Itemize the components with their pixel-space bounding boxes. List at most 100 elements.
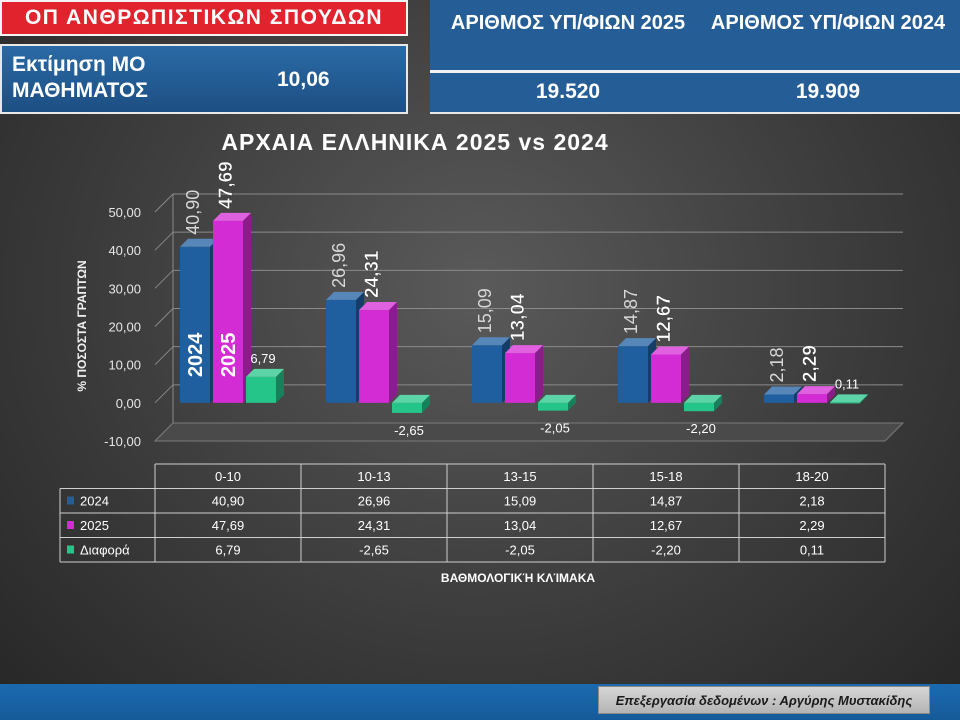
x-tick-label: 18-20	[795, 469, 828, 484]
bar	[359, 310, 389, 403]
bar-side	[568, 394, 576, 411]
count-2025-value: 19.520	[535, 80, 601, 103]
table-cell: -2,20	[651, 543, 681, 558]
bar-top	[180, 238, 218, 247]
table-cell: 12,67	[650, 518, 683, 533]
bar-top	[392, 394, 430, 403]
bar-inner-label: 2025	[218, 333, 240, 378]
table-cell: -2,05	[505, 543, 535, 558]
bar	[797, 394, 827, 403]
data-label: 26,96	[329, 243, 349, 288]
legend-swatch	[67, 545, 74, 554]
gridline-side	[154, 384, 174, 404]
x-tick-label: 13-15	[503, 469, 536, 484]
data-label: 40,90	[183, 190, 203, 235]
bar-top	[618, 338, 656, 347]
bar-side	[243, 212, 251, 403]
y-axis-label: % ΠΟΣΟΣΤΑ ΓΡΑΠΤΩΝ	[75, 260, 89, 391]
y-tick-label: 30,00	[108, 281, 141, 296]
data-label: 13,04	[508, 293, 529, 341]
program-banner: ΟΠ ΑΝΘΡΩΠΙΣΤΙΚΩΝ ΣΠΟΥΔΩΝ	[0, 0, 408, 36]
chart-title: ΑΡΧΑΙΑ ΕΛΛΗΝΙΚΑ 2025 vs 2024	[221, 129, 608, 155]
estimate-panel: Εκτίμηση ΜΟ ΜΑΘΗΜΑΤΟΣ 10,06	[0, 44, 408, 114]
y-tick-label: 20,00	[108, 320, 141, 335]
data-label: -2,05	[540, 421, 570, 436]
bar-top	[246, 368, 284, 377]
y-tick-label: 10,00	[108, 358, 141, 373]
data-label: 6,79	[250, 351, 275, 366]
bar-side	[422, 394, 430, 413]
bar-side	[714, 394, 722, 412]
estimate-value: 10,06	[277, 68, 330, 91]
table-cell: 40,90	[212, 494, 245, 509]
bar-side	[681, 346, 689, 403]
bar	[472, 345, 502, 403]
y-tick-label: 40,00	[108, 243, 141, 258]
table-cell: 26,96	[358, 494, 391, 509]
bar-inner-label: 2024	[185, 332, 207, 377]
y-tick-label: 0,00	[116, 396, 141, 411]
bar-top	[505, 345, 543, 354]
bar-top	[797, 386, 835, 395]
data-label: 14,87	[621, 289, 641, 334]
bar-top	[213, 212, 251, 221]
y-tick-label: -10,00	[104, 434, 141, 449]
bar-side	[535, 345, 543, 403]
legend-swatch	[67, 496, 74, 505]
bar	[505, 353, 535, 403]
data-label: 0,11	[835, 376, 859, 391]
bar	[764, 394, 794, 403]
x-tick-label: 0-10	[215, 469, 241, 484]
gridline-side	[154, 346, 174, 366]
bar	[213, 220, 243, 403]
count-2024-value: 19.909	[795, 80, 861, 103]
estimate-label: Εκτίμηση ΜΟ ΜΑΘΗΜΑΤΟΣ	[12, 53, 148, 102]
table-cell: 6,79	[215, 543, 240, 558]
bar-side	[860, 394, 868, 404]
legend-swatch	[67, 521, 74, 529]
data-credit-text: Επεξεργασία δεδομένων : Αργύρης Μυστακίδ…	[615, 692, 913, 708]
count-divider	[430, 70, 960, 73]
bar-top	[538, 394, 576, 403]
gridline-side	[154, 269, 174, 289]
table-cell: -2,65	[359, 543, 389, 558]
bar-top	[684, 394, 722, 403]
data-label: 12,67	[654, 295, 675, 343]
data-label: -2,65	[394, 423, 424, 438]
table-cell: 2,18	[799, 494, 824, 509]
count-2025-label: ΑΡΙΘΜΟΣ ΥΠ/ΦΙΩΝ 2025	[450, 12, 686, 34]
bar-side	[389, 302, 397, 403]
legend-label: 2024	[80, 494, 109, 509]
count-2024-label: ΑΡΙΘΜΟΣ ΥΠ/ΦΙΩΝ 2024	[710, 12, 946, 34]
bar-top	[359, 302, 397, 311]
program-label: ΟΠ ΑΝΘΡΩΠΙΣΤΙΚΩΝ ΣΠΟΥΔΩΝ	[24, 6, 384, 29]
y-tick-label: 50,00	[108, 205, 141, 220]
data-credit: Επεξεργασία δεδομένων : Αργύρης Μυστακίδ…	[598, 686, 930, 714]
bar	[618, 346, 648, 403]
bar-side	[276, 368, 284, 403]
gridline-side	[154, 308, 174, 327]
table-cell: 2,29	[799, 518, 824, 533]
bar-top	[326, 291, 364, 300]
data-label: 15,09	[475, 288, 495, 333]
legend-label: Διαφορά	[80, 543, 130, 558]
x-axis-label: ΒΑΘΜΟΛΟΓΙΚΉ ΚΛΊΜΑΚΑ	[441, 571, 595, 585]
x-tick-label: 10-13	[357, 469, 390, 484]
data-label: -2,20	[686, 421, 716, 436]
bar-top	[830, 394, 868, 403]
bar	[246, 376, 276, 403]
bar	[180, 246, 210, 403]
bar-top	[651, 346, 689, 355]
student-count-panel: ΑΡΙΘΜΟΣ ΥΠ/ΦΙΩΝ 2025 ΑΡΙΘΜΟΣ ΥΠ/ΦΙΩΝ 202…	[430, 0, 960, 114]
chart-floor	[153, 422, 905, 442]
data-label: 2,29	[800, 345, 821, 382]
bar	[830, 402, 860, 404]
table-cell: 47,69	[212, 518, 245, 533]
table-cell: 14,87	[650, 494, 683, 509]
bar	[326, 299, 356, 403]
table-cell: 24,31	[358, 518, 391, 533]
bar-chart: ΑΡΧΑΙΑ ΕΛΛΗΝΙΚΑ 2025 vs 2024 -10,00 0,00 10…	[59, 129, 905, 585]
data-label: 2,18	[767, 347, 787, 382]
x-tick-label: 15-18	[649, 469, 682, 484]
bar	[538, 402, 568, 411]
